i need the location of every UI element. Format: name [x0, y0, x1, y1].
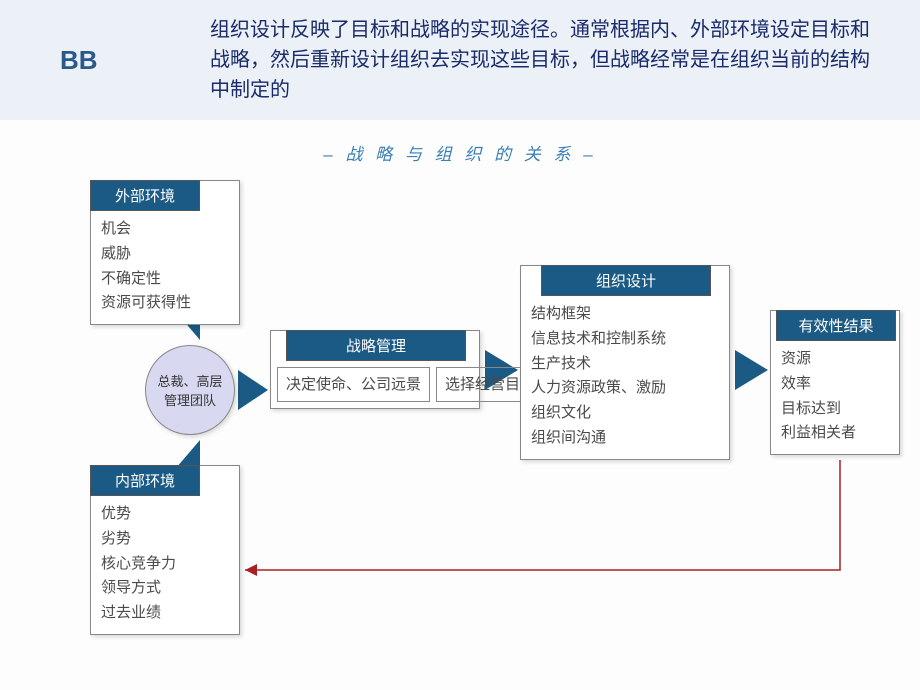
list-item: 结构框架 [531, 302, 719, 327]
header-band: BB 组织设计反映了目标和战略的实现途径。通常根据内、外部环境设定目标和战略，然… [0, 0, 920, 120]
box-header-effectiveness: 有效性结果 [776, 310, 896, 341]
flowchart: 外部环境 机会 威胁 不确定性 资源可获得性 内部环境 优势 劣势 核心竞争力 … [0, 170, 920, 690]
list-item: 不确定性 [101, 267, 229, 292]
box-body-orgdesign: 结构框架 信息技术和控制系统 生产技术 人力资源政策、激励 组织文化 组织间沟通 [521, 296, 729, 459]
box-header-external: 外部环境 [90, 180, 200, 211]
box-strategy-mgmt: 战略管理 决定使命、公司远景 选择经营目标、竞争性战略 [270, 330, 480, 409]
node-exec-team: 总裁、高层管理团队 [145, 345, 235, 435]
box-external-env: 外部环境 机会 威胁 不确定性 资源可获得性 [90, 180, 240, 325]
box-org-design: 组织设计 结构框架 信息技术和控制系统 生产技术 人力资源政策、激励 组织文化 … [520, 265, 730, 460]
list-item: 利益相关者 [781, 421, 889, 446]
logo: BB [60, 45, 180, 76]
header-text: 组织设计反映了目标和战略的实现途径。通常根据内、外部环境设定目标和战略，然后重新… [210, 15, 870, 105]
box-effectiveness: 有效性结果 资源 效率 目标达到 利益相关者 [770, 310, 900, 455]
list-item: 机会 [101, 217, 229, 242]
list-item: 效率 [781, 372, 889, 397]
box-body-internal: 优势 劣势 核心竞争力 领导方式 过去业绩 [91, 496, 239, 634]
arrow-orgdesign-to-effectiveness [735, 350, 768, 390]
box-header-internal: 内部环境 [90, 465, 200, 496]
list-item: 生产技术 [531, 352, 719, 377]
list-item: 资源可获得性 [101, 291, 229, 316]
list-item: 人力资源政策、激励 [531, 376, 719, 401]
list-item: 威胁 [101, 242, 229, 267]
list-item: 优势 [101, 502, 229, 527]
list-item: 过去业绩 [101, 601, 229, 626]
box-body-external: 机会 威胁 不确定性 资源可获得性 [91, 211, 239, 324]
list-item: 信息技术和控制系统 [531, 327, 719, 352]
feedback-line [245, 460, 840, 570]
list-item: 劣势 [101, 527, 229, 552]
list-item: 组织间沟通 [531, 426, 719, 451]
box-header-strategy: 战略管理 [286, 330, 466, 361]
diagram-subtitle: – 战 略 与 组 织 的 关 系 – [0, 140, 920, 165]
box-body-strategy: 决定使命、公司远景 选择经营目标、竞争性战略 [271, 361, 479, 408]
list-item: 组织文化 [531, 401, 719, 426]
list-item: 领导方式 [101, 576, 229, 601]
circle-label: 总裁、高层管理团队 [154, 371, 226, 409]
list-item: 资源 [781, 347, 889, 372]
feedback-arrowhead [245, 564, 257, 576]
box-body-effectiveness: 资源 效率 目标达到 利益相关者 [771, 341, 899, 454]
list-item: 目标达到 [781, 397, 889, 422]
strategy-cell-mission: 决定使命、公司远景 [277, 367, 430, 402]
box-internal-env: 内部环境 优势 劣势 核心竞争力 领导方式 过去业绩 [90, 465, 240, 635]
box-header-orgdesign: 组织设计 [541, 265, 711, 296]
arrow-exec-to-strategy [238, 370, 268, 410]
list-item: 核心竞争力 [101, 552, 229, 577]
